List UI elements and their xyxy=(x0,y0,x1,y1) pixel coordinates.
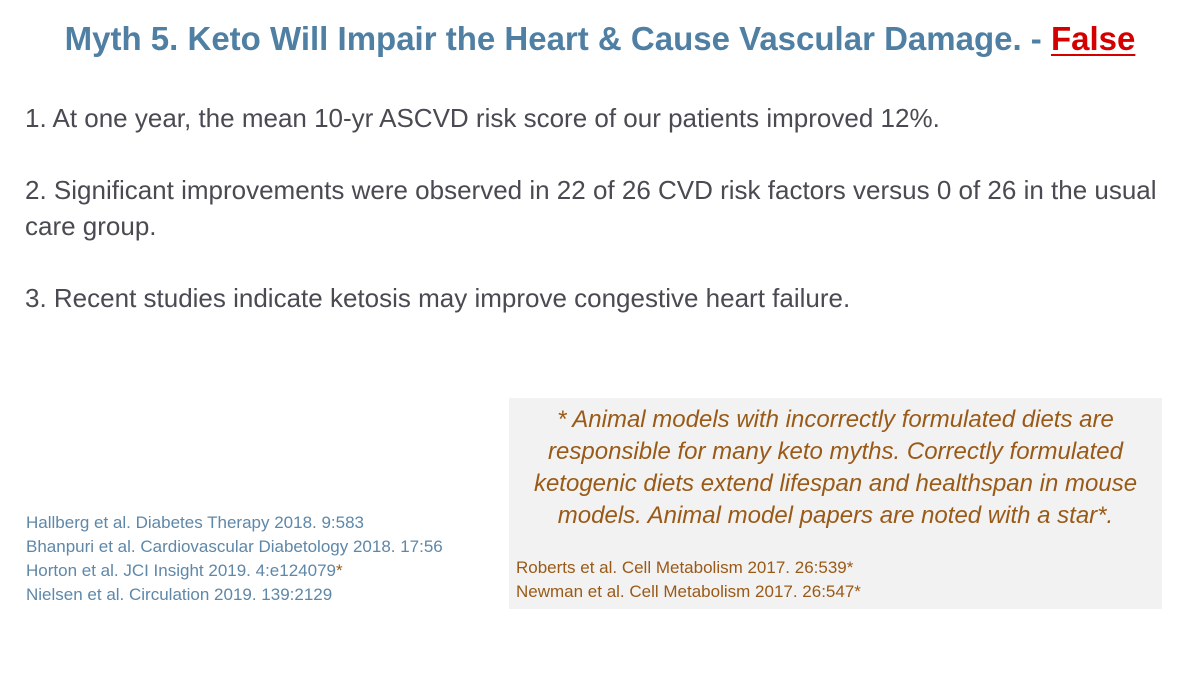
reference-item: Bhanpuri et al. Cardiovascular Diabetolo… xyxy=(26,537,443,556)
slide-title: Myth 5. Keto Will Impair the Heart & Cau… xyxy=(0,20,1200,58)
references-list: Hallberg et al. Diabetes Therapy 2018. 9… xyxy=(26,511,443,607)
animal-reference-item: Newman et al. Cell Metabolism 2017. 26:5… xyxy=(516,582,861,601)
point-2: 2. Significant improvements were observe… xyxy=(25,175,1157,241)
reference-star: * xyxy=(335,561,343,580)
slide-title-main: Myth 5. Keto Will Impair the Heart & Cau… xyxy=(64,20,1051,57)
reference-item: Hallberg et al. Diabetes Therapy 2018. 9… xyxy=(26,513,365,532)
point-1: 1. At one year, the mean 10-yr ASCVD ris… xyxy=(25,103,940,133)
note-line: * Animal models with incorrectly formula… xyxy=(557,406,1114,433)
animal-reference-item: Roberts et al. Cell Metabolism 2017. 26:… xyxy=(516,558,854,577)
reference-item: Nielsen et al. Circulation 2019. 139:212… xyxy=(26,585,333,604)
reference-item: Horton et al. JCI Insight 2019. 4:e12407… xyxy=(26,559,443,583)
key-points: 1. At one year, the mean 10-yr ASCVD ris… xyxy=(25,100,1175,352)
animal-model-note: * Animal models with incorrectly formula… xyxy=(509,404,1162,532)
note-line: ketogenic diets extend lifespan and heal… xyxy=(533,470,1138,497)
note-line: models. Animal model papers are noted wi… xyxy=(557,502,1114,529)
slide-title-verdict: False xyxy=(1050,20,1136,57)
reference-text: Horton et al. JCI Insight 2019. 4:e12407… xyxy=(26,561,336,580)
point-3: 3. Recent studies indicate ketosis may i… xyxy=(25,283,851,313)
note-line: responsible for many keto myths. Correct… xyxy=(548,438,1123,465)
animal-references-list: Roberts et al. Cell Metabolism 2017. 26:… xyxy=(516,556,861,604)
animal-model-note-box: * Animal models with incorrectly formula… xyxy=(509,398,1162,609)
